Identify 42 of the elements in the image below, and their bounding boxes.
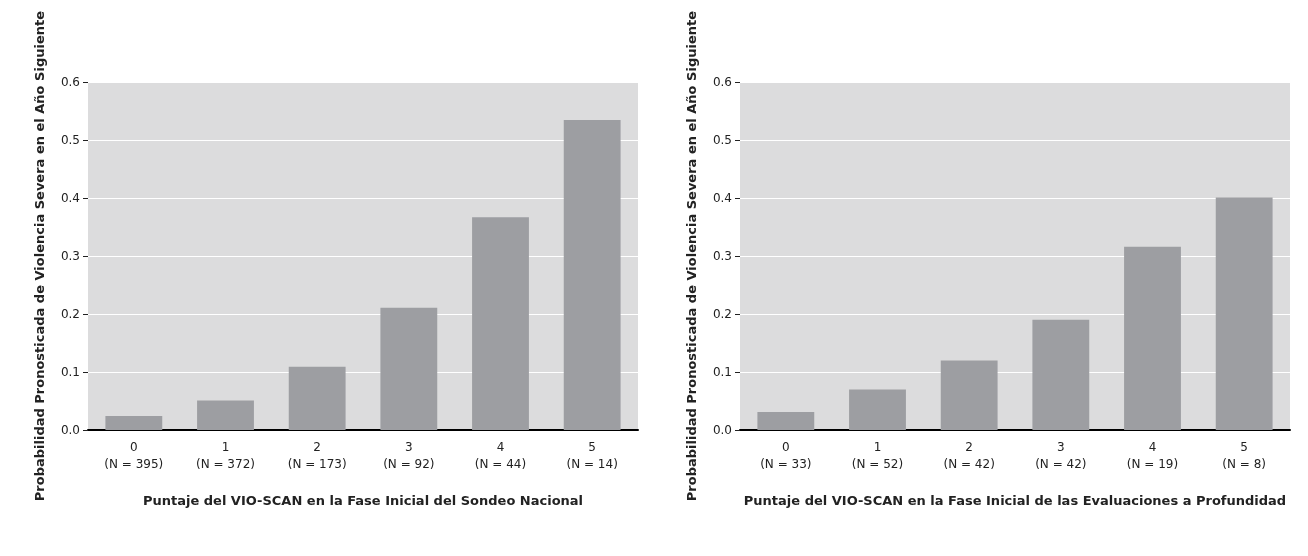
x-tick-label: 0 (N = 33)	[760, 439, 812, 471]
x-tick-label: 5 (N = 8)	[1222, 439, 1266, 471]
x-tick-label: 4 (N = 19)	[1126, 439, 1179, 471]
y-tick-label: 0.0	[60, 423, 80, 437]
x-tick-label: 5 (N = 14)	[566, 439, 618, 471]
bar	[757, 412, 815, 430]
bar	[197, 400, 254, 430]
bar	[1215, 197, 1273, 430]
y-tick-label: 0.1	[60, 365, 80, 380]
x-tick-label: 4 (N = 44)	[474, 439, 527, 471]
x-tick-label: 2 (N = 42)	[943, 439, 995, 471]
y-tick-label: 0.3	[712, 249, 732, 264]
y-tick-label: 0.3	[60, 249, 80, 264]
x-tick-label: 0 (N = 395)	[104, 439, 164, 471]
y-tick-label: 0.5	[60, 133, 80, 148]
bar	[288, 366, 346, 430]
y-tick-label: 0.2	[60, 307, 80, 322]
y-axis-title: Probabilidad Pronosticada de Violencia Severa en el Año Siguiente	[32, 10, 47, 502]
bar	[380, 307, 438, 430]
x-tick-label: 1 (N = 372)	[196, 439, 255, 471]
bar	[472, 217, 529, 430]
bar	[1032, 319, 1090, 430]
x-axis-title: Puntaje del VIO-SCAN en la Fase Inicial del Sondeo Nacional	[142, 493, 584, 508]
y-tick-label: 0.1	[712, 365, 732, 380]
x-tick-label: 3 (N = 42)	[1035, 439, 1087, 471]
y-tick-label: 0.5	[712, 133, 732, 148]
y-tick-label: 0.6	[712, 75, 732, 90]
y-tick-label: 0.0	[712, 423, 732, 437]
x-tick-label: 2 (N = 173)	[287, 439, 347, 471]
bar	[105, 416, 163, 430]
bar	[849, 389, 906, 430]
bar	[563, 119, 621, 430]
y-tick-label: 0.2	[712, 307, 732, 322]
y-tick-label: 0.6	[60, 75, 80, 90]
bar	[1124, 246, 1181, 430]
y-axis-title: Probabilidad Pronosticada de Violencia Severa en el Año Siguiente	[684, 10, 699, 502]
bar	[940, 360, 998, 430]
x-tick-label: 1 (N = 52)	[851, 439, 904, 471]
x-axis-title: Puntaje del VIO-SCAN en la Fase Inicial de las Evaluaciones a Profundidad	[743, 493, 1287, 508]
x-tick-label: 3 (N = 92)	[383, 439, 435, 471]
y-tick-label: 0.4	[712, 191, 732, 206]
y-tick-label: 0.4	[60, 191, 80, 206]
